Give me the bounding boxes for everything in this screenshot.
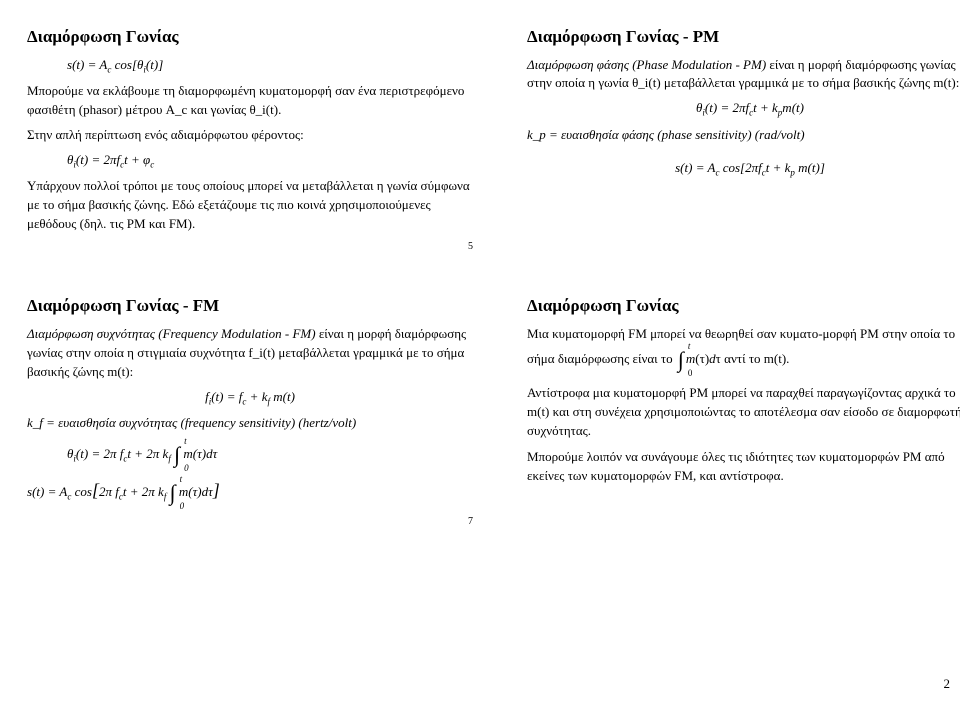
panel3-slide-number: 7 [27,515,473,530]
panel4-para3: Μπορούμε λοιπόν να συνάγουμε όλες τις ιδ… [527,448,960,486]
panel-angle-modulation-2: Διαμόρφωση Γωνίας Μια κυματομορφή FM μπο… [520,289,960,534]
panel-angle-modulation: Διαμόρφωση Γωνίας s(t) = Ac cos[θi(t)] Μ… [20,20,480,259]
panel1-eq1: s(t) = Ac cos[θi(t)] [67,56,473,77]
panel1-title: Διαμόρφωση Γωνίας [27,25,473,50]
panel2-eq1: θi(t) = 2πfct + kpm(t) [527,99,960,120]
panel3-title: Διαμόρφωση Γωνίας - FM [27,294,473,319]
panel4-slide-number: 8 [527,492,960,507]
panel4-para1-post: αντί το m(t). [724,351,789,366]
panel3-para1a: Διαμόρφωση συχνότητας (Frequency Modulat… [27,326,316,341]
panel1-para2: Στην απλή περίπτωση ενός αδιαμόρφωτου φέ… [27,126,473,145]
panel1-para1: Μπορούμε να εκλάβουμε τη διαμορφωμένη κυ… [27,82,473,120]
panel1-para3: Υπάρχουν πολλοί τρόποι με τους οποίους μ… [27,177,473,234]
panel2-para2: k_p = ευαισθησία φάσης (phase sensitivit… [527,126,960,145]
panel2-para1: Διαμόρφωση φάσης (Phase Modulation - PM)… [527,56,960,94]
panel2-title: Διαμόρφωση Γωνίας - PM [527,25,960,50]
panel2-slide-number: 6 [527,185,960,200]
panel3-para1: Διαμόρφωση συχνότητας (Frequency Modulat… [27,325,473,382]
panel1-slide-number: 5 [27,240,473,255]
panel4-para1: Μια κυματομορφή FM μπορεί να θεωρηθεί σα… [527,325,960,376]
panel2-eq2: s(t) = Ac cos[2πfct + kp m(t)] [527,159,960,180]
panel2-para1a: Διαμόρφωση φάσης (Phase Modulation - PM) [527,57,766,72]
panel3-para2: k_f = ευαισθησία συχνότητας (frequency s… [27,414,473,433]
panel1-eq2: θi(t) = 2πfct + φc [67,151,473,172]
panel3-eq3: s(t) = Ac cos[2π fct + 2π kf t∫0 m(τ)dτ] [27,477,473,509]
page-number: 2 [944,676,951,692]
panel3-eq2: θi(t) = 2π fct + 2π kf t∫0 m(τ)dτ [67,439,473,471]
panel-pm: Διαμόρφωση Γωνίας - PM Διαμόρφωση φάσης … [520,20,960,259]
panel-fm: Διαμόρφωση Γωνίας - FM Διαμόρφωση συχνότ… [20,289,480,534]
panel4-title: Διαμόρφωση Γωνίας [527,294,960,319]
panel3-eq1: fi(t) = fc + kf m(t) [27,388,473,409]
panel4-para2: Αντίστροφα μια κυματομορφή PM μπορεί να … [527,384,960,441]
